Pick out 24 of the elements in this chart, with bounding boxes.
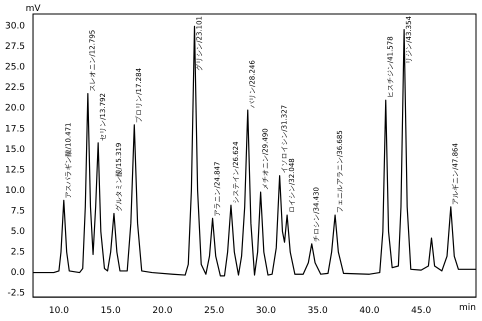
- y-tick-label: 2.5: [10, 247, 26, 258]
- y-tick-label: 30.0: [4, 22, 26, 32]
- x-tick-label: 35.0: [308, 306, 328, 316]
- x-tick-label: 30.0: [256, 306, 276, 316]
- y-tick-label: 20.0: [4, 104, 26, 114]
- x-tick-label: 20.0: [152, 306, 173, 316]
- x-tick-label: 10.0: [48, 306, 70, 316]
- y-tick-label: 7.5: [10, 206, 26, 216]
- y-tick-label: 12.5: [4, 165, 26, 176]
- x-tick-label: 25.0: [204, 306, 224, 316]
- x-tick-label: 15.0: [100, 306, 121, 316]
- y-tick-label: 27.5: [4, 42, 26, 52]
- y-tick-label: 0.0: [10, 268, 26, 278]
- x-tick-label: 45.0: [411, 306, 432, 316]
- y-tick-label: 17.5: [4, 124, 26, 134]
- y-tick-label: 25.0: [4, 62, 26, 73]
- y-axis-title: mV: [26, 4, 42, 14]
- y-tick-label: 5.0: [10, 226, 26, 237]
- y-tick-label: 22.5: [4, 83, 26, 94]
- y-tick-label: 10.0: [4, 186, 26, 196]
- y-tick-label: 15.0: [4, 144, 26, 155]
- y-tick-label: -2.5: [7, 288, 26, 298]
- x-axis-title: min: [459, 303, 476, 314]
- x-tick-label: 40.0: [359, 306, 380, 316]
